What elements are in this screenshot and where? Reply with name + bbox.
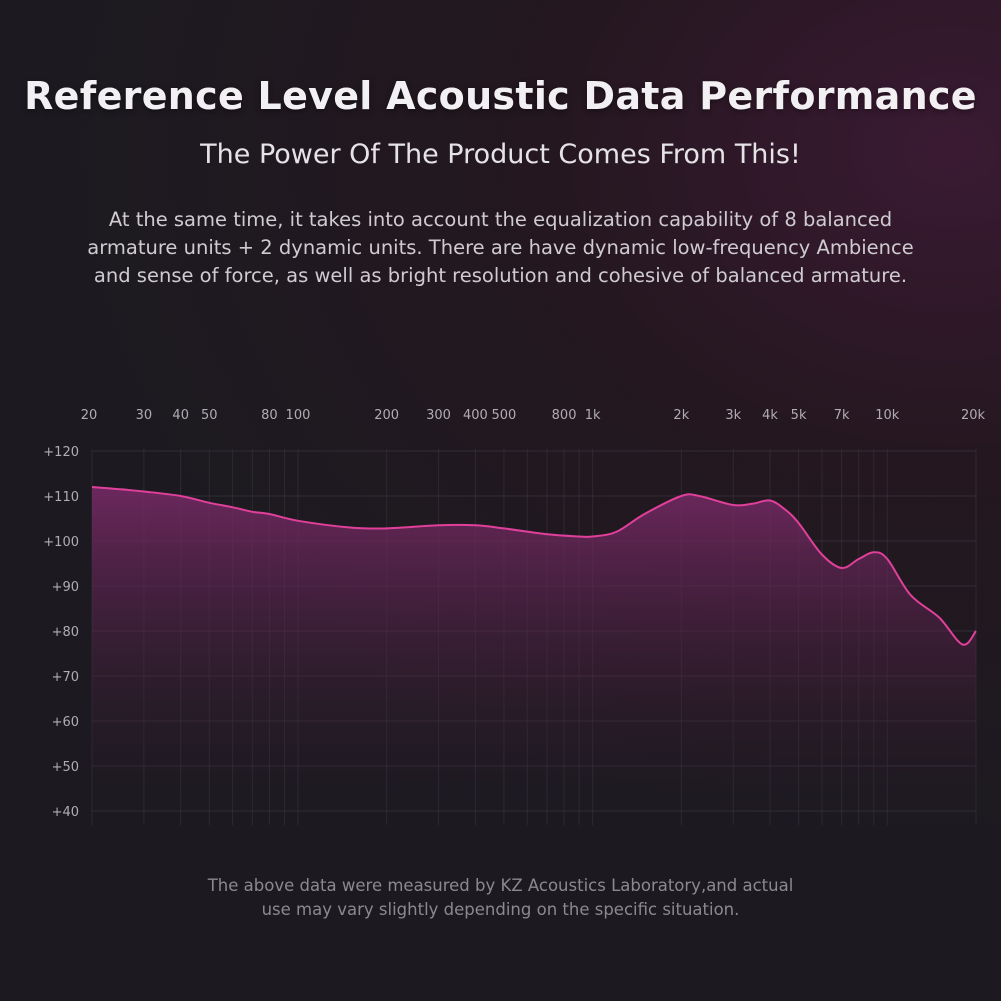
description-line: and sense of force, as well as bright re… [93, 264, 908, 287]
x-tick-label: 300 [426, 408, 451, 423]
x-tick-label: 400 [463, 408, 488, 423]
page-description: At the same time, it takes into account … [60, 206, 941, 290]
x-tick-label: 20 [81, 408, 98, 423]
x-tick-label: 2k [673, 408, 689, 423]
x-tick-label: 80 [261, 408, 278, 423]
y-tick-label: +70 [52, 670, 79, 685]
y-axis-ticks: +120 +110 +100 +90 +80 +70 +60 +50 +40 [43, 445, 79, 820]
y-tick-label: +40 [52, 805, 79, 820]
frequency-response-chart: 20 30 40 50 80 100 200 300 400 500 800 1k 2k 3k 4k 5k 7k… [43, 408, 986, 825]
footnote-line: use may vary slightly depending on the s… [261, 900, 740, 919]
x-tick-label: 10k [875, 408, 900, 423]
response-area-fill [92, 487, 976, 811]
y-tick-label: +80 [52, 625, 79, 640]
page-title: Reference Level Acoustic Data Performanc… [24, 74, 977, 118]
x-tick-label: 1k [585, 408, 601, 423]
description-line: At the same time, it takes into account … [108, 208, 893, 231]
y-tick-label: +120 [43, 445, 79, 460]
x-tick-label: 40 [172, 408, 189, 423]
x-tick-label: 3k [725, 408, 741, 423]
y-tick-label: +100 [43, 535, 79, 550]
x-tick-label: 20k [961, 408, 986, 423]
footnote: The above data were measured by KZ Acous… [0, 874, 1001, 922]
x-tick-label: 500 [492, 408, 517, 423]
x-axis-ticks: 20 30 40 50 80 100 200 300 400 500 800 1k 2k 3k 4k 5k 7k… [81, 408, 986, 423]
y-tick-label: +50 [52, 760, 79, 775]
page-subtitle: The Power Of The Product Comes From This… [200, 139, 801, 170]
y-tick-label: +110 [43, 490, 79, 505]
response-curve [91, 486, 977, 646]
y-tick-label: +60 [52, 715, 79, 730]
x-tick-label: 7k [834, 408, 850, 423]
x-tick-label: 4k [762, 408, 778, 423]
x-tick-label: 30 [136, 408, 153, 423]
x-tick-label: 100 [286, 408, 311, 423]
x-tick-label: 5k [791, 408, 807, 423]
y-tick-label: +90 [52, 580, 79, 595]
x-tick-label: 200 [374, 408, 399, 423]
x-tick-label: 800 [552, 408, 577, 423]
x-tick-label: 50 [201, 408, 218, 423]
description-line: armature units + 2 dynamic units. There … [87, 236, 914, 259]
footnote-line: The above data were measured by KZ Acous… [207, 876, 794, 895]
